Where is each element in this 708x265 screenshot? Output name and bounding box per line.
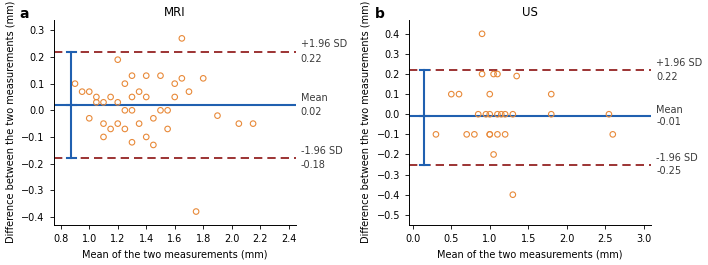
Point bbox=[198, 76, 209, 81]
Point bbox=[507, 112, 518, 116]
Point bbox=[461, 132, 472, 136]
Text: -0.01: -0.01 bbox=[656, 117, 681, 127]
Point bbox=[212, 113, 223, 118]
Point bbox=[176, 36, 188, 41]
Text: -0.18: -0.18 bbox=[301, 160, 326, 170]
Point bbox=[492, 112, 503, 116]
Text: 0.22: 0.22 bbox=[656, 72, 678, 82]
Point bbox=[496, 112, 507, 116]
Y-axis label: Difference between the two measurements (mm): Difference between the two measurements … bbox=[361, 1, 371, 244]
Point bbox=[476, 72, 488, 76]
Point bbox=[499, 112, 510, 116]
Point bbox=[183, 90, 195, 94]
Text: a: a bbox=[20, 7, 29, 21]
Text: Mean: Mean bbox=[656, 105, 683, 115]
Y-axis label: Difference between the two measurements (mm): Difference between the two measurements … bbox=[6, 1, 16, 244]
Text: 0.02: 0.02 bbox=[301, 107, 322, 117]
Text: +1.96 SD: +1.96 SD bbox=[301, 39, 347, 49]
Point bbox=[607, 132, 618, 136]
Point bbox=[155, 74, 166, 78]
Text: b: b bbox=[375, 7, 385, 21]
Point bbox=[492, 72, 503, 76]
Point bbox=[119, 108, 130, 112]
Point bbox=[546, 112, 557, 116]
Point bbox=[98, 100, 109, 104]
Point bbox=[484, 112, 496, 116]
Point bbox=[476, 32, 488, 36]
Point bbox=[492, 132, 503, 136]
Point bbox=[233, 122, 244, 126]
Point bbox=[488, 72, 499, 76]
Point bbox=[105, 127, 116, 131]
Point bbox=[488, 152, 499, 157]
Point bbox=[247, 122, 258, 126]
Text: -1.96 SD: -1.96 SD bbox=[301, 146, 343, 156]
Point bbox=[91, 95, 102, 99]
Text: -0.25: -0.25 bbox=[656, 166, 681, 176]
Point bbox=[126, 108, 137, 112]
Point bbox=[445, 92, 457, 96]
Point bbox=[169, 95, 181, 99]
Point bbox=[76, 90, 88, 94]
Point bbox=[169, 82, 181, 86]
Point bbox=[484, 132, 496, 136]
Point bbox=[98, 135, 109, 139]
Point bbox=[141, 95, 152, 99]
Point bbox=[162, 108, 173, 112]
Text: +1.96 SD: +1.96 SD bbox=[656, 58, 702, 68]
Point bbox=[126, 95, 137, 99]
Point bbox=[546, 92, 557, 96]
Point bbox=[105, 95, 116, 99]
Title: MRI: MRI bbox=[164, 6, 185, 19]
Point bbox=[484, 92, 496, 96]
X-axis label: Mean of the two measurements (mm): Mean of the two measurements (mm) bbox=[438, 249, 623, 259]
Text: 0.22: 0.22 bbox=[301, 54, 322, 64]
Point bbox=[141, 74, 152, 78]
Point bbox=[511, 74, 523, 78]
Point bbox=[112, 58, 123, 62]
Point bbox=[148, 116, 159, 120]
Point bbox=[133, 90, 144, 94]
Point bbox=[119, 82, 130, 86]
Point bbox=[84, 90, 95, 94]
Text: Mean: Mean bbox=[301, 93, 327, 103]
Point bbox=[126, 140, 137, 144]
Point bbox=[141, 135, 152, 139]
Point bbox=[112, 122, 123, 126]
Point bbox=[119, 127, 130, 131]
Point bbox=[190, 209, 202, 214]
Point bbox=[484, 132, 496, 136]
Point bbox=[430, 132, 442, 136]
Point bbox=[162, 127, 173, 131]
Point bbox=[148, 143, 159, 147]
Point bbox=[453, 92, 464, 96]
Point bbox=[98, 122, 109, 126]
Point bbox=[472, 112, 484, 116]
X-axis label: Mean of the two measurements (mm): Mean of the two measurements (mm) bbox=[82, 249, 268, 259]
Point bbox=[155, 108, 166, 112]
Point bbox=[480, 112, 491, 116]
Point bbox=[469, 132, 480, 136]
Point bbox=[176, 76, 188, 81]
Point bbox=[112, 100, 123, 104]
Point bbox=[69, 82, 81, 86]
Point bbox=[133, 122, 144, 126]
Point bbox=[507, 193, 518, 197]
Point bbox=[126, 74, 137, 78]
Point bbox=[91, 100, 102, 104]
Title: US: US bbox=[523, 6, 538, 19]
Point bbox=[499, 132, 510, 136]
Text: -1.96 SD: -1.96 SD bbox=[656, 153, 698, 163]
Point bbox=[603, 112, 615, 116]
Point bbox=[84, 116, 95, 120]
